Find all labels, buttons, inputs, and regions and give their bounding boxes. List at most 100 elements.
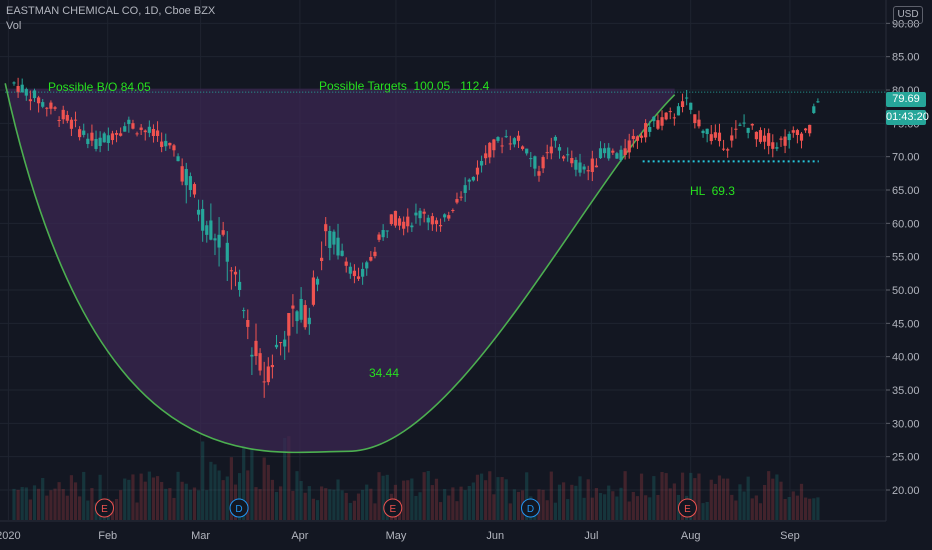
x-tick-label: Apr (291, 530, 308, 542)
candle-body (73, 119, 78, 121)
price-scale (886, 0, 932, 550)
candle-body (201, 208, 205, 231)
volume-bar (127, 479, 131, 520)
candle-body (283, 339, 287, 347)
volume-bar (164, 488, 168, 520)
candle-body (672, 117, 676, 119)
candle-body (86, 138, 90, 145)
volume-bar (49, 490, 53, 520)
cup-pattern (4, 83, 676, 454)
candle-body (192, 184, 197, 195)
candle-body (644, 123, 648, 138)
volume-bar (274, 491, 279, 520)
volume-bar (385, 474, 389, 520)
volume-bar (16, 489, 20, 520)
currency-button[interactable]: USD (893, 6, 923, 24)
volume-bar (155, 476, 160, 520)
candle-body (114, 132, 119, 135)
y-tick-label: 40.00 (892, 352, 920, 364)
volume-bar (418, 492, 422, 520)
volume-bar (196, 490, 201, 520)
candle-body (721, 148, 726, 150)
candle-body (512, 138, 516, 145)
candle-body (455, 199, 459, 203)
candle-body (771, 142, 775, 149)
y-tick-label: 85.00 (892, 52, 920, 64)
candle-body (689, 102, 693, 110)
candle-body (90, 132, 94, 141)
volume-bar (352, 500, 357, 520)
candle-body (69, 119, 74, 129)
volume-bar (652, 476, 656, 520)
candle-body (750, 123, 754, 126)
candle-body (110, 133, 115, 141)
candle-body (557, 147, 562, 151)
candle-body (685, 97, 689, 99)
volume-bar (205, 490, 209, 520)
candle-body (270, 365, 274, 368)
y-tick-label: 60.00 (892, 218, 920, 230)
volume-bar (721, 478, 726, 520)
candle-body (799, 133, 804, 141)
cup-fill (5, 83, 675, 453)
volume-bar (356, 493, 361, 520)
candle-body (254, 340, 258, 357)
candle-body (590, 158, 594, 172)
volume-bar (607, 485, 611, 520)
volume-bar (201, 441, 205, 520)
candle-body (607, 147, 611, 159)
volume-bar (689, 472, 693, 520)
candle-body (648, 127, 652, 132)
volume-bar (61, 489, 65, 520)
volume-bar (168, 488, 172, 520)
volume-bar (266, 464, 270, 520)
candle-body (151, 128, 156, 137)
candle-body (541, 157, 545, 169)
candle-body (467, 179, 471, 182)
volume-bar (119, 490, 123, 520)
candle-body (430, 216, 434, 225)
candle-body (410, 225, 414, 228)
time-scale (0, 521, 932, 550)
candle-body (389, 214, 393, 225)
y-tick-label: 35.00 (892, 385, 920, 397)
volume-bar (217, 470, 221, 520)
candle-body (28, 99, 33, 102)
volume-bar (484, 480, 488, 520)
candle-body (229, 270, 233, 272)
volume-bar (574, 485, 578, 520)
event-marker (229, 498, 249, 518)
volume-bar (45, 495, 49, 520)
volume-bar (73, 482, 78, 520)
volume-bar (566, 499, 570, 520)
candle-body (767, 133, 771, 146)
candle-body (479, 160, 484, 166)
candle-body (32, 90, 37, 99)
volume-bar (114, 498, 119, 520)
event-marker-label: E (389, 504, 396, 515)
breakout-annotation: Possible B/O 84.05 (48, 80, 151, 94)
volume-bar (767, 471, 771, 520)
volume-bar (488, 471, 492, 520)
volume-bar (123, 478, 127, 520)
volume-bar (611, 491, 615, 520)
candle-body (709, 134, 713, 142)
volume-bar (57, 482, 61, 520)
volume-bar (500, 477, 504, 520)
candle-body (664, 112, 668, 120)
volume-bar (603, 494, 607, 520)
candle-body (65, 114, 69, 121)
volume-bar (402, 480, 406, 520)
candle-body (434, 220, 439, 225)
volume-bar (295, 471, 299, 520)
candle-body (94, 138, 98, 149)
volume-bar (147, 471, 151, 520)
candle-body (291, 305, 295, 309)
event-marker (95, 498, 114, 518)
volume-bar (738, 484, 742, 520)
event-marker (521, 498, 541, 518)
volume-bar (475, 474, 480, 520)
volume-bar (434, 478, 439, 520)
candle-body (37, 97, 41, 104)
